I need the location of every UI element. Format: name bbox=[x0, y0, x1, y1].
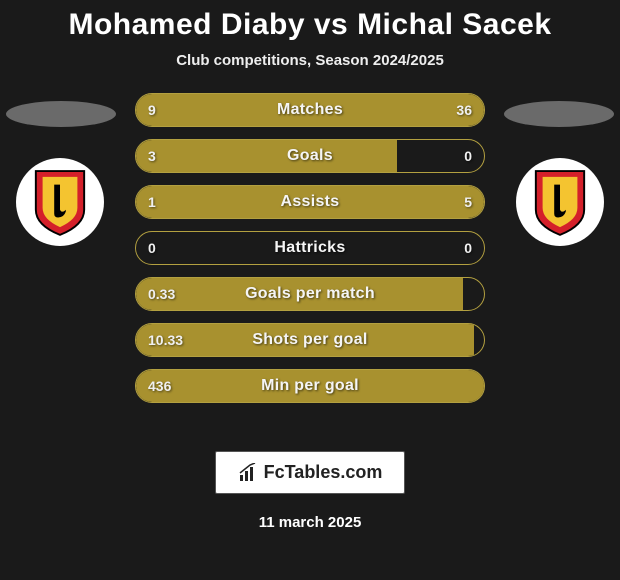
stat-row: 436Min per goal bbox=[135, 369, 485, 403]
shield-icon bbox=[31, 167, 89, 237]
stat-label: Goals per match bbox=[136, 278, 484, 310]
stat-row: 936Matches bbox=[135, 93, 485, 127]
team-badge-left bbox=[16, 158, 104, 246]
stat-bars: 936Matches 30Goals 15Assists 00Hattricks 0.3… bbox=[135, 93, 485, 415]
chart-icon bbox=[238, 463, 258, 483]
stat-row: 0.33Goals per match bbox=[135, 277, 485, 311]
header: Mohamed Diaby vs Michal Sacek Club compe… bbox=[0, 0, 620, 69]
stat-label: Goals bbox=[136, 140, 484, 172]
stat-row: 30Goals bbox=[135, 139, 485, 173]
date-text: 11 march 2025 bbox=[0, 514, 620, 531]
page-title: Mohamed Diaby vs Michal Sacek bbox=[0, 8, 620, 42]
stat-label: Hattricks bbox=[136, 232, 484, 264]
stat-label: Shots per goal bbox=[136, 324, 484, 356]
stat-label: Min per goal bbox=[136, 370, 484, 402]
stat-label: Matches bbox=[136, 94, 484, 126]
stat-row: 00Hattricks bbox=[135, 231, 485, 265]
shield-icon bbox=[531, 167, 589, 237]
footer: FcTables.com 11 march 2025 bbox=[0, 451, 620, 531]
shadow-ellipse-left bbox=[6, 101, 116, 127]
stat-row: 10.33Shots per goal bbox=[135, 323, 485, 357]
stat-label: Assists bbox=[136, 186, 484, 218]
stat-row: 15Assists bbox=[135, 185, 485, 219]
team-badge-right bbox=[516, 158, 604, 246]
brand-text: FcTables.com bbox=[264, 462, 383, 483]
shadow-ellipse-right bbox=[504, 101, 614, 127]
page-subtitle: Club competitions, Season 2024/2025 bbox=[0, 52, 620, 69]
comparison-content: 936Matches 30Goals 15Assists 00Hattricks 0.3… bbox=[0, 93, 620, 433]
brand-box: FcTables.com bbox=[215, 451, 406, 494]
